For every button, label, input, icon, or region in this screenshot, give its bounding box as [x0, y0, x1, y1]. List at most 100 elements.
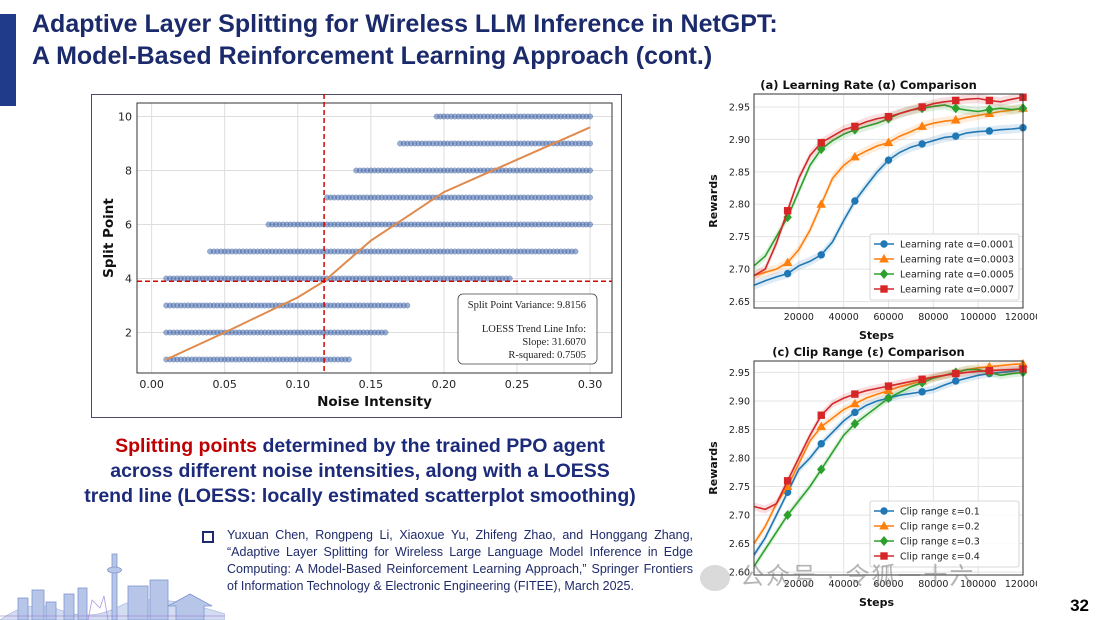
legend-marker: [879, 253, 889, 263]
watermark-text: 公众号 · 令狐一十六: [740, 563, 976, 590]
legend-marker: [880, 240, 888, 248]
series-marker: [918, 375, 926, 383]
x-tick-label: 0.10: [286, 378, 311, 391]
info-box-line: LOESS Trend Line Info:: [482, 324, 586, 335]
x-tick-label: 0.05: [212, 378, 237, 391]
scatter-point: [506, 275, 513, 282]
x-tick-label: 40000: [829, 312, 859, 323]
watermark: 公众号 · 令狐一十六: [700, 556, 975, 591]
x-tick-label: 100000: [960, 579, 996, 590]
x-tick-label: 0.30: [578, 378, 603, 391]
series-marker: [918, 388, 926, 396]
series-marker: [850, 418, 860, 429]
scatter-point: [404, 302, 411, 309]
lr-chart-series-learning-rate-0-0007: [753, 92, 1027, 281]
series-marker: [816, 421, 827, 431]
series-marker: [782, 257, 793, 267]
legend-label: Learning rate α=0.0003: [900, 255, 1014, 266]
series-marker: [816, 464, 826, 475]
series-marker: [783, 207, 792, 215]
clip-chart-y-label: Rewards: [707, 441, 720, 495]
y-tick-label: 2.90: [729, 396, 750, 407]
legend-marker: [879, 536, 889, 546]
x-tick-label: 20000: [784, 579, 814, 590]
series-marker: [884, 382, 893, 390]
series-marker: [783, 477, 792, 485]
legend-frame: [869, 233, 1020, 301]
legend-label: Learning rate α=0.0001: [900, 240, 1014, 251]
series-marker: [952, 377, 960, 385]
clip-range-chart: (c) Clip Range (ε) Comparison 20000 40000 6…: [702, 343, 1037, 611]
series-marker: [985, 104, 994, 115]
page-number: 32: [1070, 596, 1089, 615]
city-skyline-logo: [0, 553, 225, 620]
scatter-x-label: Noise Intensity: [317, 394, 432, 410]
caption-line-2: across different noise intensities, alon…: [110, 460, 610, 482]
wechat-icon: [700, 564, 730, 591]
scatter-y-label: Split Point: [101, 198, 117, 278]
legend-marker: [880, 285, 888, 293]
series-marker: [985, 127, 994, 135]
clip-chart-title: (c) Clip Range (ε) Comparison: [772, 345, 965, 359]
series-marker: [952, 369, 960, 378]
clip-chart-x-label: Steps: [859, 596, 895, 609]
scatter-svg: 0.00 0.05 0.10 0.15 0.20 0.25 0.30 2 4 6 8 10 Split …: [91, 94, 622, 418]
lr-chart-title: (a) Learning Rate (α) Comparison: [760, 78, 977, 92]
scatter-point: [345, 356, 352, 363]
x-tick-label: 100000: [960, 312, 996, 323]
series-marker: [952, 132, 960, 140]
x-tick-label: 120000: [1005, 312, 1037, 323]
legend-frame: [869, 500, 1020, 568]
y-tick-label: 2.65: [729, 539, 750, 550]
loess-trend-line: [165, 126, 591, 361]
legend-label: Clip range ε=0.3: [900, 537, 980, 548]
slide-title: Adaptive Layer Splitting for Wireless LL…: [32, 8, 778, 72]
x-tick-label: 0.15: [359, 378, 384, 391]
series-marker: [816, 144, 826, 155]
x-tick-label: 80000: [918, 579, 948, 590]
y-tick-label: 2.60: [729, 568, 750, 579]
y-tick-label: 2.70: [729, 265, 750, 276]
info-box-line: R-squared: 0.7505: [508, 350, 586, 361]
x-tick-label: 20000: [784, 312, 814, 323]
y-tick-label: 2.75: [729, 232, 750, 243]
scatter-point: [587, 113, 594, 120]
series-marker: [883, 137, 894, 147]
reference-text: Yuxuan Chen, Rongpeng Li, Xiaoxue Yu, Zh…: [227, 528, 693, 593]
series-marker: [851, 197, 859, 205]
x-tick-label: 60000: [873, 579, 903, 590]
y-tick-label: 2.80: [729, 454, 750, 465]
lr-chart-x-label: Steps: [859, 329, 895, 342]
series-band: [754, 365, 1023, 559]
series-marker: [884, 112, 893, 121]
lr-chart-svg: (a) Learning Rate (α) Comparison 20000 400…: [707, 78, 1037, 342]
series-marker: [917, 121, 927, 130]
scatter-axes: [136, 102, 613, 374]
series-marker: [851, 122, 859, 131]
y-tick-label: 2.65: [729, 297, 750, 308]
lr-chart-y-label: Rewards: [707, 174, 720, 228]
y-tick-label: 2.75: [729, 482, 750, 493]
caption-highlight: Splitting points: [115, 435, 258, 457]
series-marker: [783, 269, 792, 278]
x-tick-label: 60000: [873, 312, 903, 323]
series-marker: [918, 103, 926, 111]
legend-label: Clip range ε=0.1: [900, 507, 980, 518]
legend-label: Learning rate α=0.0007: [900, 285, 1014, 296]
info-box-line: Split Point Variance: 9.8156: [468, 300, 586, 311]
x-tick-label: 0.20: [432, 378, 457, 391]
legend-label: Learning rate α=0.0005: [900, 270, 1014, 281]
y-tick-label: 2.85: [729, 167, 750, 178]
lr-chart-legend: Learning rate α=0.0001 Learning rate α=0.…: [869, 233, 1020, 301]
clip-chart-svg: (c) Clip Range (ε) Comparison 20000 40000 6…: [707, 345, 1037, 609]
series-marker: [817, 411, 825, 419]
series-marker: [884, 156, 893, 164]
x-tick-label: 120000: [1005, 579, 1037, 590]
info-box-line: Slope: 31.6070: [522, 337, 586, 348]
series-marker: [850, 151, 860, 161]
lr-chart-series-learning-rate-0-0001: [753, 123, 1027, 290]
clip-chart-axes: [753, 360, 1024, 576]
y-tick-label: 10: [118, 111, 132, 124]
series-marker: [851, 390, 859, 398]
clip-chart-legend: Clip range ε=0.1 Clip range ε=0.2 Clip ran…: [869, 500, 1020, 568]
